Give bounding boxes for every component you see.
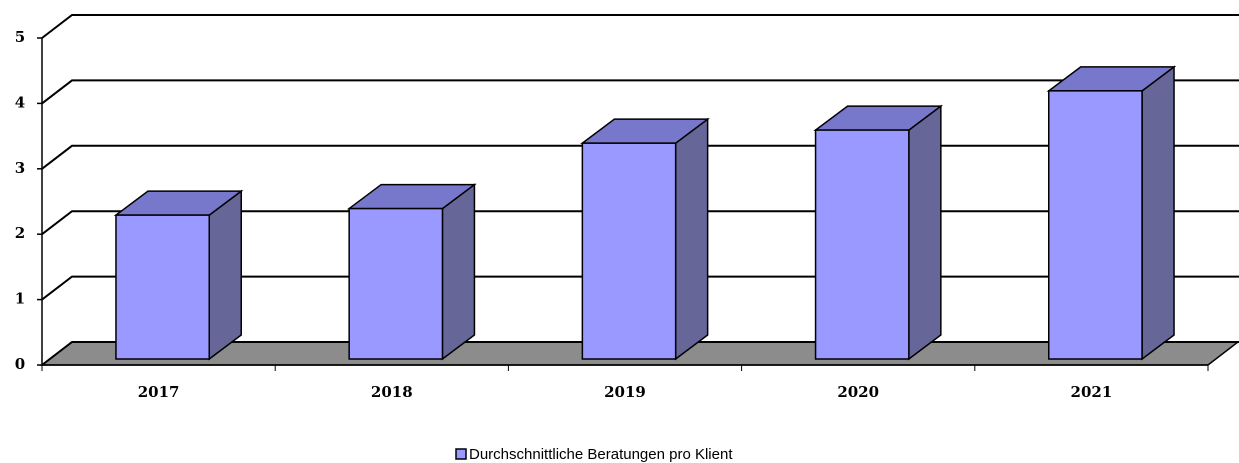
bar-side: [674, 117, 709, 361]
bar: [581, 142, 677, 360]
y-tick-label: 3: [15, 159, 25, 177]
bar-side: [441, 183, 476, 361]
x-tick-label: 2017: [138, 383, 180, 401]
x-tick-label: 2020: [837, 383, 879, 401]
x-tick-label: 2021: [1071, 383, 1113, 401]
bar-side: [208, 189, 242, 361]
bar-side: [908, 104, 942, 361]
y-tick-label: 2: [15, 224, 25, 242]
bar: [814, 129, 910, 360]
grid-line: [41, 14, 1239, 39]
y-tick-label: 0: [15, 355, 25, 373]
bar: [1048, 90, 1143, 360]
x-tick-label: 2018: [371, 383, 413, 401]
bar-side: [1141, 65, 1175, 361]
y-tick-label: 5: [15, 28, 25, 46]
y-tick-label: 1: [15, 290, 25, 308]
bar: [348, 207, 444, 360]
y-tick-label: 4: [15, 93, 25, 111]
legend-label: Durchschnittliche Beratungen pro Klient: [469, 446, 733, 463]
x-tick-label: 2019: [604, 383, 646, 401]
bar: [115, 214, 210, 360]
grid-line: [41, 79, 1239, 105]
legend-swatch: [455, 448, 467, 460]
